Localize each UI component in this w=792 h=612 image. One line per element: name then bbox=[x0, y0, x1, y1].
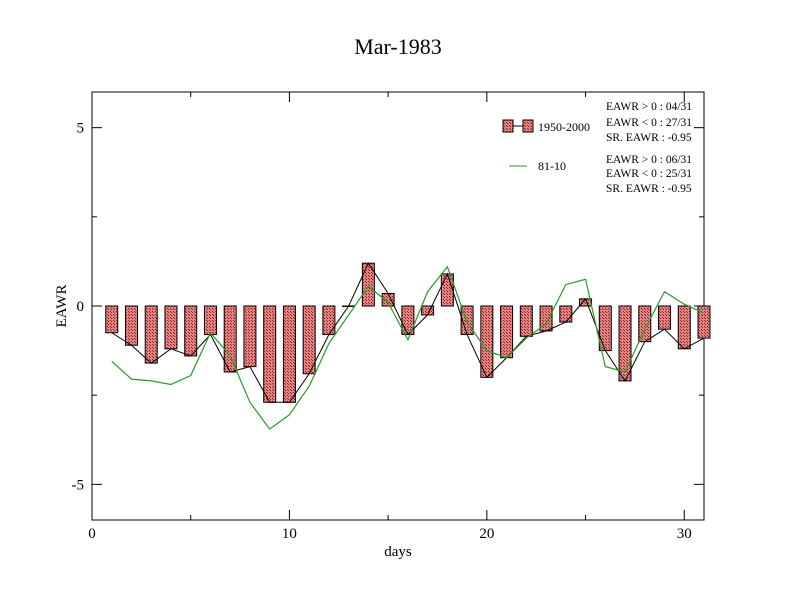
x-tick-label: 0 bbox=[88, 526, 96, 542]
stat-line-negative: EAWR < 0 : 25/31 bbox=[606, 168, 692, 180]
bar bbox=[124, 305, 138, 346]
bar bbox=[658, 305, 672, 330]
bar bbox=[164, 305, 178, 350]
stat-line-sr: SR. EAWR : -0.95 bbox=[606, 183, 692, 195]
bar bbox=[184, 305, 198, 357]
bar bbox=[500, 305, 514, 359]
bar bbox=[677, 305, 691, 350]
bar bbox=[638, 305, 652, 343]
bar bbox=[105, 305, 119, 334]
legend-bar-swatch-left bbox=[502, 119, 514, 133]
bar bbox=[519, 305, 533, 337]
legend-bar-label: 1950-2000 bbox=[538, 120, 590, 134]
bar bbox=[598, 305, 612, 352]
bar bbox=[559, 305, 573, 323]
line-series bbox=[111, 262, 705, 430]
bar bbox=[203, 305, 217, 336]
bar bbox=[243, 305, 257, 368]
y-tick-label: 5 bbox=[77, 121, 85, 137]
x-tick-label: 30 bbox=[677, 526, 692, 542]
bar bbox=[144, 305, 158, 364]
bar bbox=[223, 305, 237, 373]
legend-bar-swatch-right bbox=[522, 119, 534, 133]
bar bbox=[302, 305, 316, 375]
x-axis-label: days bbox=[384, 544, 412, 560]
bar bbox=[263, 305, 277, 403]
bar bbox=[618, 305, 632, 382]
bar-series-line bbox=[111, 262, 705, 403]
y-tick-label: 0 bbox=[77, 299, 85, 315]
stat-line-positive: EAWR > 0 : 06/31 bbox=[606, 154, 692, 166]
stat-bar-positive: EAWR > 0 : 04/31 bbox=[606, 101, 692, 113]
green-series-line bbox=[111, 265, 705, 430]
stat-bar-sr: SR. EAWR : -0.95 bbox=[606, 132, 692, 144]
bar-series bbox=[105, 262, 711, 403]
bar bbox=[480, 305, 494, 378]
x-tick-label: 20 bbox=[479, 526, 494, 542]
bar bbox=[322, 305, 336, 336]
legend: 1950-2000 81-10 EAWR > 0 : 04/31 EAWR < … bbox=[502, 101, 692, 195]
stat-bar-negative: EAWR < 0 : 27/31 bbox=[606, 117, 692, 129]
y-tick-label: -5 bbox=[72, 477, 85, 493]
legend-line-label: 81-10 bbox=[538, 159, 566, 173]
x-tick-label: 10 bbox=[282, 526, 297, 542]
y-axis-label: EAWR bbox=[54, 285, 70, 328]
chart-title: Mar-1983 bbox=[354, 34, 442, 59]
axis-ticks: 0 10 20 30 5 0 -5 bbox=[72, 92, 704, 542]
bar bbox=[282, 305, 296, 403]
